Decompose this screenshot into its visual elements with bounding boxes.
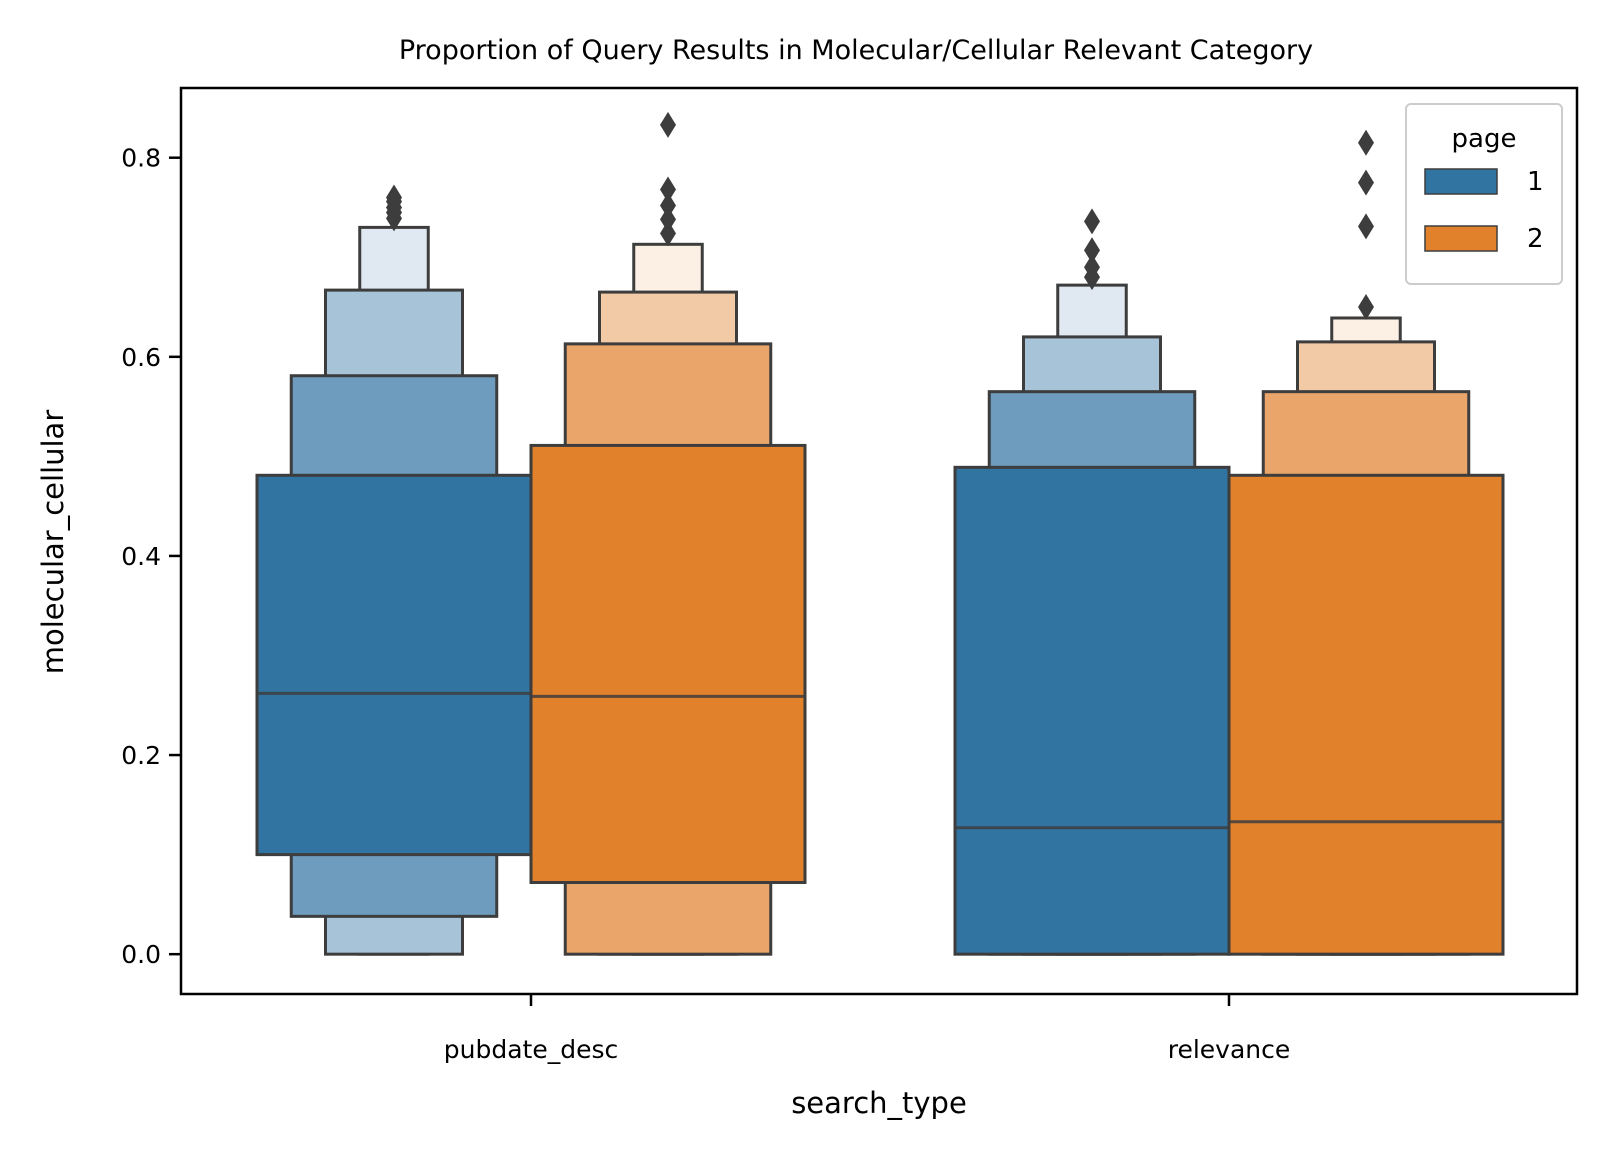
boxen-box-pubdate_desc-2-level-1 [529,443,807,884]
outlier-point [1358,294,1374,321]
legend: page 1 2 [1405,103,1563,285]
legend-title: page [1452,124,1517,154]
boxen-box-relevance-2-level-1 [1227,473,1505,956]
y-tick-label: 0.2 [121,741,161,770]
x-axis-label: search_type [791,1086,967,1120]
outlier-point [660,111,676,138]
outlier-point [1084,254,1100,281]
outlier-point [660,176,676,203]
x-tick-label: relevance [1168,1035,1291,1064]
outlier-point [1358,129,1374,156]
y-tick-label: 0.4 [121,542,161,571]
boxen-box-relevance-1-level-1 [953,465,1231,956]
outlier-point [386,184,402,211]
boxen-box-pubdate_desc-1-level-1 [255,473,533,857]
outlier-point [1358,213,1374,240]
outlier-point [1084,208,1100,235]
x-tick-label: pubdate_desc [444,1035,618,1064]
y-tick-label: 0.6 [121,343,161,372]
outlier-point [1358,169,1374,196]
outlier-point [660,220,676,247]
plot-frame [179,86,1579,996]
y-axis-label: molecular_cellular [36,410,70,675]
legend-label-2: 2 [1527,224,1544,254]
outlier-point [660,206,676,233]
legend-swatch-1 [1424,168,1498,195]
x-axis: pubdate_desc relevance [444,994,1291,1064]
outlier-point [1084,237,1100,264]
chart-title: Proportion of Query Results in Molecular… [399,35,1313,66]
y-axis: 0.0 0.2 0.4 0.6 0.8 [121,144,181,969]
plot-marks [255,111,1505,956]
legend-label-1: 1 [1527,167,1544,197]
legend-swatch-2 [1424,225,1498,252]
y-tick-label: 0.8 [121,144,161,173]
outlier-point [660,192,676,219]
y-tick-label: 0.0 [121,940,161,969]
